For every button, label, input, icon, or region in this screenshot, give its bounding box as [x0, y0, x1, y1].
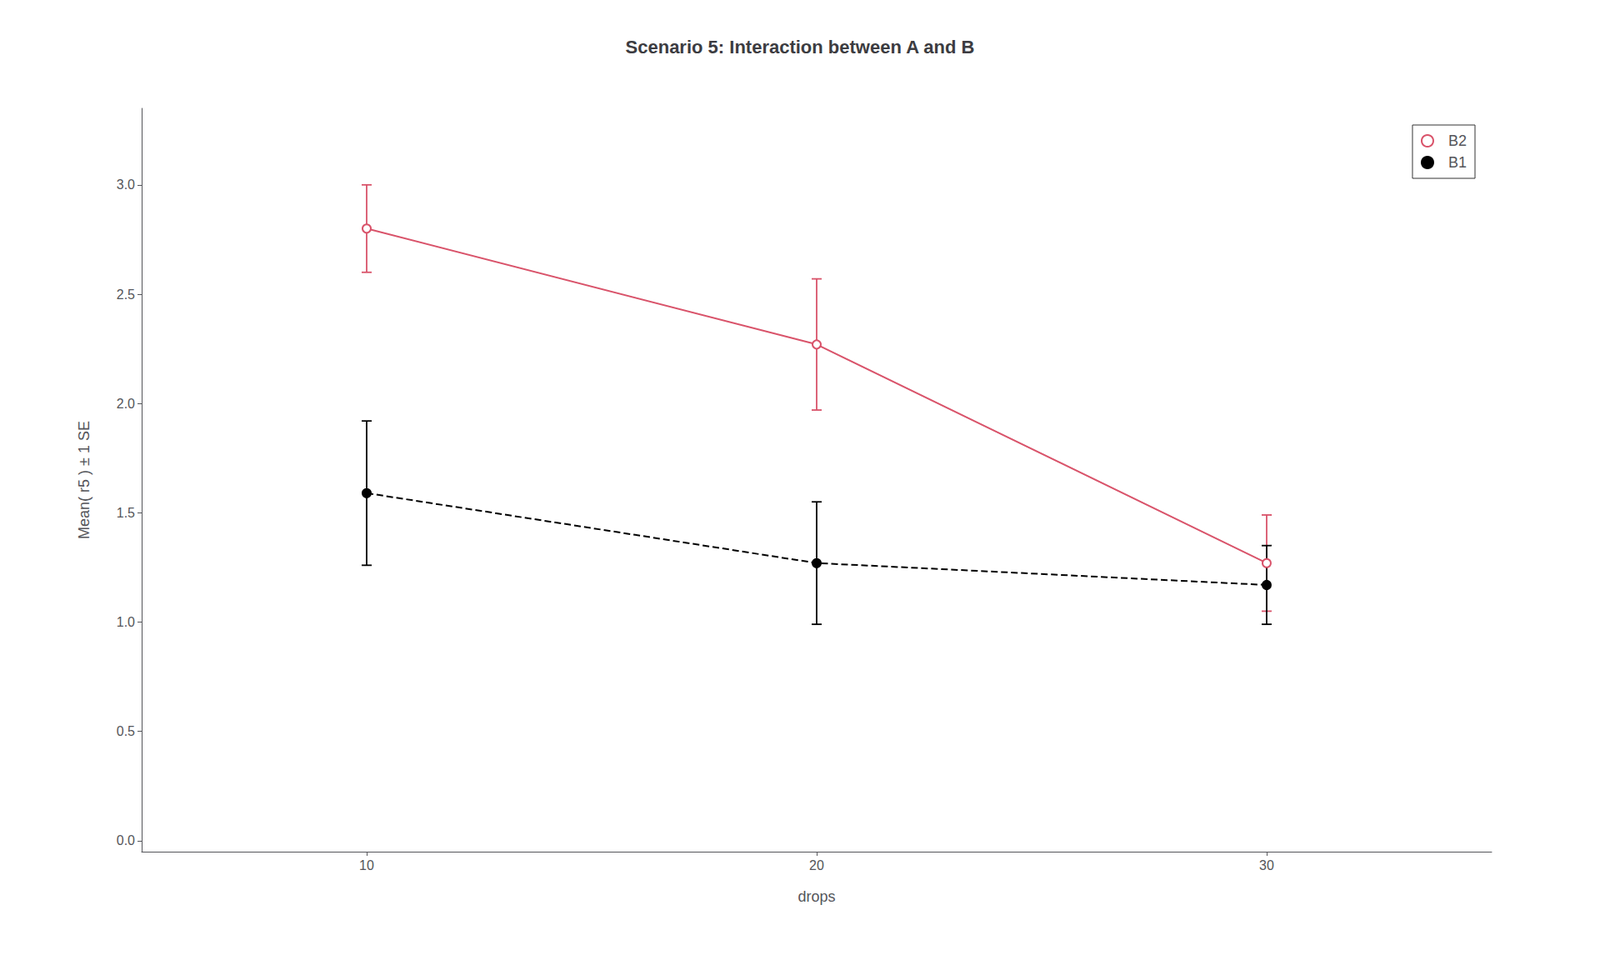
svg-text:30: 30 [1259, 858, 1275, 873]
svg-text:0.0: 0.0 [116, 833, 135, 848]
svg-text:Mean( r5 ) ± 1 SE: Mean( r5 ) ± 1 SE [75, 420, 93, 540]
svg-text:2.0: 2.0 [116, 396, 135, 411]
svg-text:3.0: 3.0 [116, 177, 135, 192]
svg-text:B1: B1 [1448, 154, 1467, 171]
svg-text:drops: drops [797, 888, 835, 905]
svg-text:0.5: 0.5 [116, 724, 135, 739]
svg-text:20: 20 [809, 858, 825, 873]
svg-text:B2: B2 [1448, 132, 1467, 150]
svg-text:2.5: 2.5 [116, 287, 135, 302]
svg-text:1.0: 1.0 [116, 615, 135, 630]
svg-text:1.5: 1.5 [116, 505, 135, 520]
svg-text:Scenario 5: Interaction betwee: Scenario 5: Interaction between A and B [625, 36, 975, 58]
svg-text:10: 10 [359, 858, 375, 873]
